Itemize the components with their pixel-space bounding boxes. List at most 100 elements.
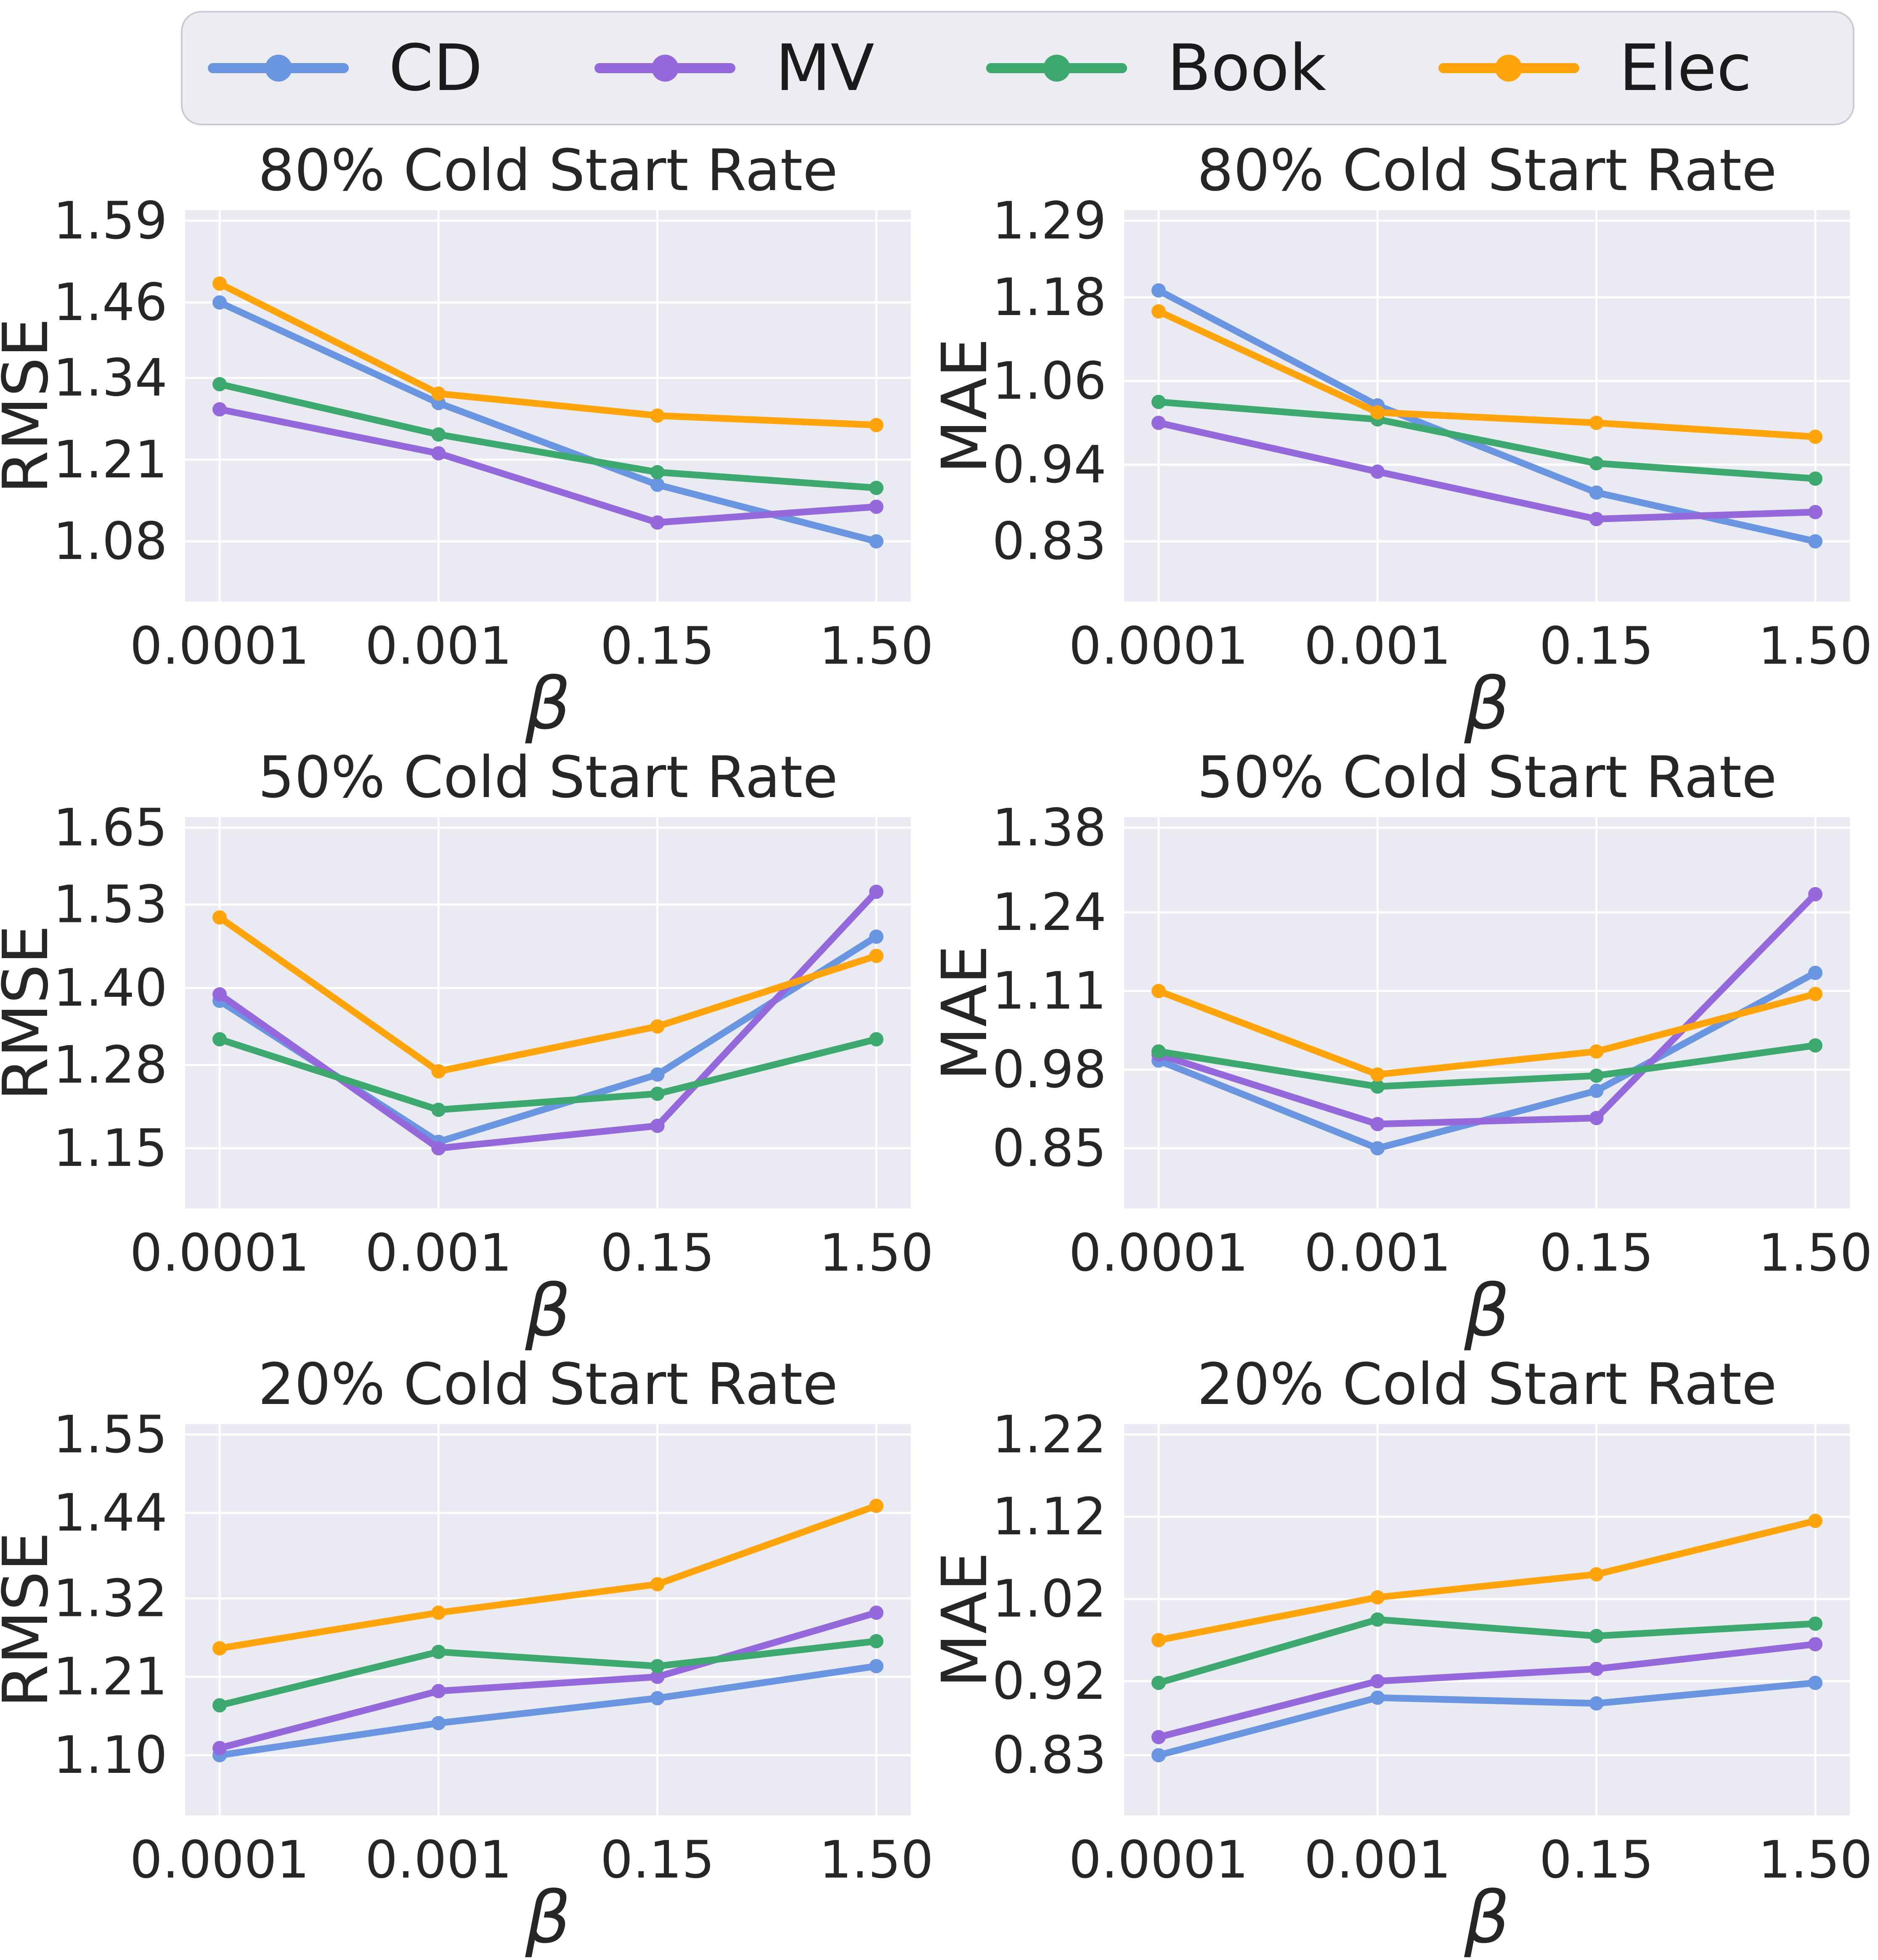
legend-item-mv: MV xyxy=(594,36,874,100)
data-point-elec xyxy=(1151,304,1166,319)
x-tick-label: 0.001 xyxy=(365,1223,512,1283)
series-book xyxy=(1151,1612,1822,1690)
series-elec xyxy=(212,910,883,1079)
series-line-cd xyxy=(1155,1679,1819,1759)
series-line-elec xyxy=(1155,988,1819,1078)
y-tick-label: 1.59 xyxy=(53,191,167,251)
y-tick-label: 1.65 xyxy=(53,798,167,858)
data-point-mv xyxy=(869,885,883,899)
y-axis-label: RMSE xyxy=(0,1532,62,1708)
chart-svg: 1.08 1.21 1.34 1.46 1.59 0.0001 0.001 0.15 1.50 8… xyxy=(0,140,934,746)
series-line-mv xyxy=(216,1609,880,1752)
data-point-elec xyxy=(212,276,227,291)
elec-line-marker-icon xyxy=(1438,55,1579,82)
data-point-elec xyxy=(1370,405,1385,420)
data-point-mv xyxy=(1370,464,1385,479)
data-point-mv xyxy=(1589,512,1604,527)
y-tick-label: 1.40 xyxy=(53,958,167,1018)
series-line-elec xyxy=(216,280,880,429)
subplot-mae-50: 0.85 0.98 1.11 1.24 1.38 0.0001 0.001 0.15 1.50 5… xyxy=(939,747,1878,1353)
data-point-cd xyxy=(1589,1083,1604,1098)
y-axis-label: MAE xyxy=(939,338,1001,474)
subplot-rmse-80: 1.08 1.21 1.34 1.46 1.59 0.0001 0.001 0.15 1.50 8… xyxy=(0,140,939,747)
x-tick-label: 0.001 xyxy=(365,616,512,676)
data-point-elec xyxy=(212,910,227,925)
chart-title: 80% Cold Start Rate xyxy=(258,140,838,204)
data-point-book xyxy=(212,1698,227,1713)
series-elec xyxy=(1151,984,1822,1082)
data-point-mv xyxy=(1808,505,1822,519)
x-axis-label: β xyxy=(1464,662,1510,746)
data-point-mv xyxy=(1589,1661,1604,1676)
data-point-cd xyxy=(212,295,227,310)
y-tick-label: 1.53 xyxy=(53,875,167,935)
y-tick-label: 1.08 xyxy=(53,511,167,571)
y-tick-label: 1.06 xyxy=(992,351,1106,411)
series-line-elec xyxy=(216,914,880,1075)
x-tick-label: 0.0001 xyxy=(1069,616,1249,676)
y-tick-label: 1.22 xyxy=(992,1405,1106,1465)
x-tick-label: 0.15 xyxy=(600,1223,715,1283)
data-point-elec xyxy=(212,1641,227,1655)
x-tick-label: 1.50 xyxy=(819,616,934,676)
x-tick-label: 0.0001 xyxy=(130,616,310,676)
data-point-elec xyxy=(1589,416,1604,430)
y-axis-label: RMSE xyxy=(0,925,62,1101)
data-point-book xyxy=(650,465,665,479)
subplot-mae-20: 0.83 0.92 1.02 1.12 1.22 0.0001 0.001 0.15 1.50 2… xyxy=(939,1353,1878,1960)
data-point-book xyxy=(431,1645,446,1659)
series-line-mv xyxy=(1155,419,1819,523)
legend-label-mv: MV xyxy=(775,31,875,105)
y-tick-label: 1.21 xyxy=(53,1647,167,1707)
data-point-book xyxy=(650,1659,665,1674)
data-point-elec xyxy=(431,1064,446,1079)
x-tick-label: 0.0001 xyxy=(130,1223,310,1283)
legend-label-cd: CD xyxy=(389,31,483,105)
data-point-cd xyxy=(1370,1141,1385,1156)
series-mv xyxy=(1151,1637,1822,1745)
data-point-cd xyxy=(1151,283,1166,298)
chart-svg: 1.10 1.21 1.32 1.44 1.55 0.0001 0.001 0.15 1.50 2… xyxy=(0,1353,934,1960)
data-point-mv xyxy=(650,1669,665,1684)
data-point-cd xyxy=(650,1691,665,1706)
series-elec xyxy=(1151,1514,1822,1647)
chart-svg: 0.85 0.98 1.11 1.24 1.38 0.0001 0.001 0.15 1.50 5… xyxy=(939,747,1873,1353)
data-point-book xyxy=(212,1032,227,1046)
data-point-book xyxy=(869,481,883,495)
y-tick-label: 0.85 xyxy=(992,1118,1106,1178)
series-line-book xyxy=(216,381,880,492)
data-point-elec xyxy=(1589,1567,1604,1582)
series-line-mv xyxy=(216,406,880,526)
plot-area xyxy=(1124,1424,1850,1815)
subplot-rmse-50: 1.15 1.28 1.40 1.53 1.65 0.0001 0.001 0.15 1.50 5… xyxy=(0,747,939,1353)
series-book xyxy=(212,1634,883,1713)
y-tick-label: 1.55 xyxy=(53,1405,167,1465)
data-point-cd xyxy=(1589,1696,1604,1711)
data-point-elec xyxy=(431,1605,446,1620)
elec-dot-icon xyxy=(1495,55,1523,82)
data-point-mv xyxy=(212,1741,227,1756)
data-point-cd xyxy=(1151,1748,1166,1763)
series-line-book xyxy=(216,1638,880,1709)
plot-area xyxy=(185,817,911,1208)
data-point-elec xyxy=(431,386,446,401)
data-point-mv xyxy=(1808,887,1822,901)
series-line-book xyxy=(1155,1042,1819,1090)
data-point-cd xyxy=(1370,1690,1385,1705)
data-point-book xyxy=(431,1102,446,1117)
series-elec xyxy=(212,1499,883,1655)
series-book xyxy=(1151,1038,1822,1094)
data-point-mv xyxy=(212,402,227,417)
series-book xyxy=(212,1032,883,1117)
series-book xyxy=(212,377,883,495)
data-point-book xyxy=(1589,456,1604,471)
data-point-elec xyxy=(650,1019,665,1034)
x-axis-label: β xyxy=(525,662,571,746)
data-point-mv xyxy=(869,1605,883,1620)
x-tick-label: 0.0001 xyxy=(1069,1830,1249,1890)
cd-line-marker-icon xyxy=(208,55,349,82)
x-tick-label: 0.0001 xyxy=(130,1830,310,1890)
series-mv xyxy=(212,402,883,530)
data-point-elec xyxy=(650,1577,665,1592)
